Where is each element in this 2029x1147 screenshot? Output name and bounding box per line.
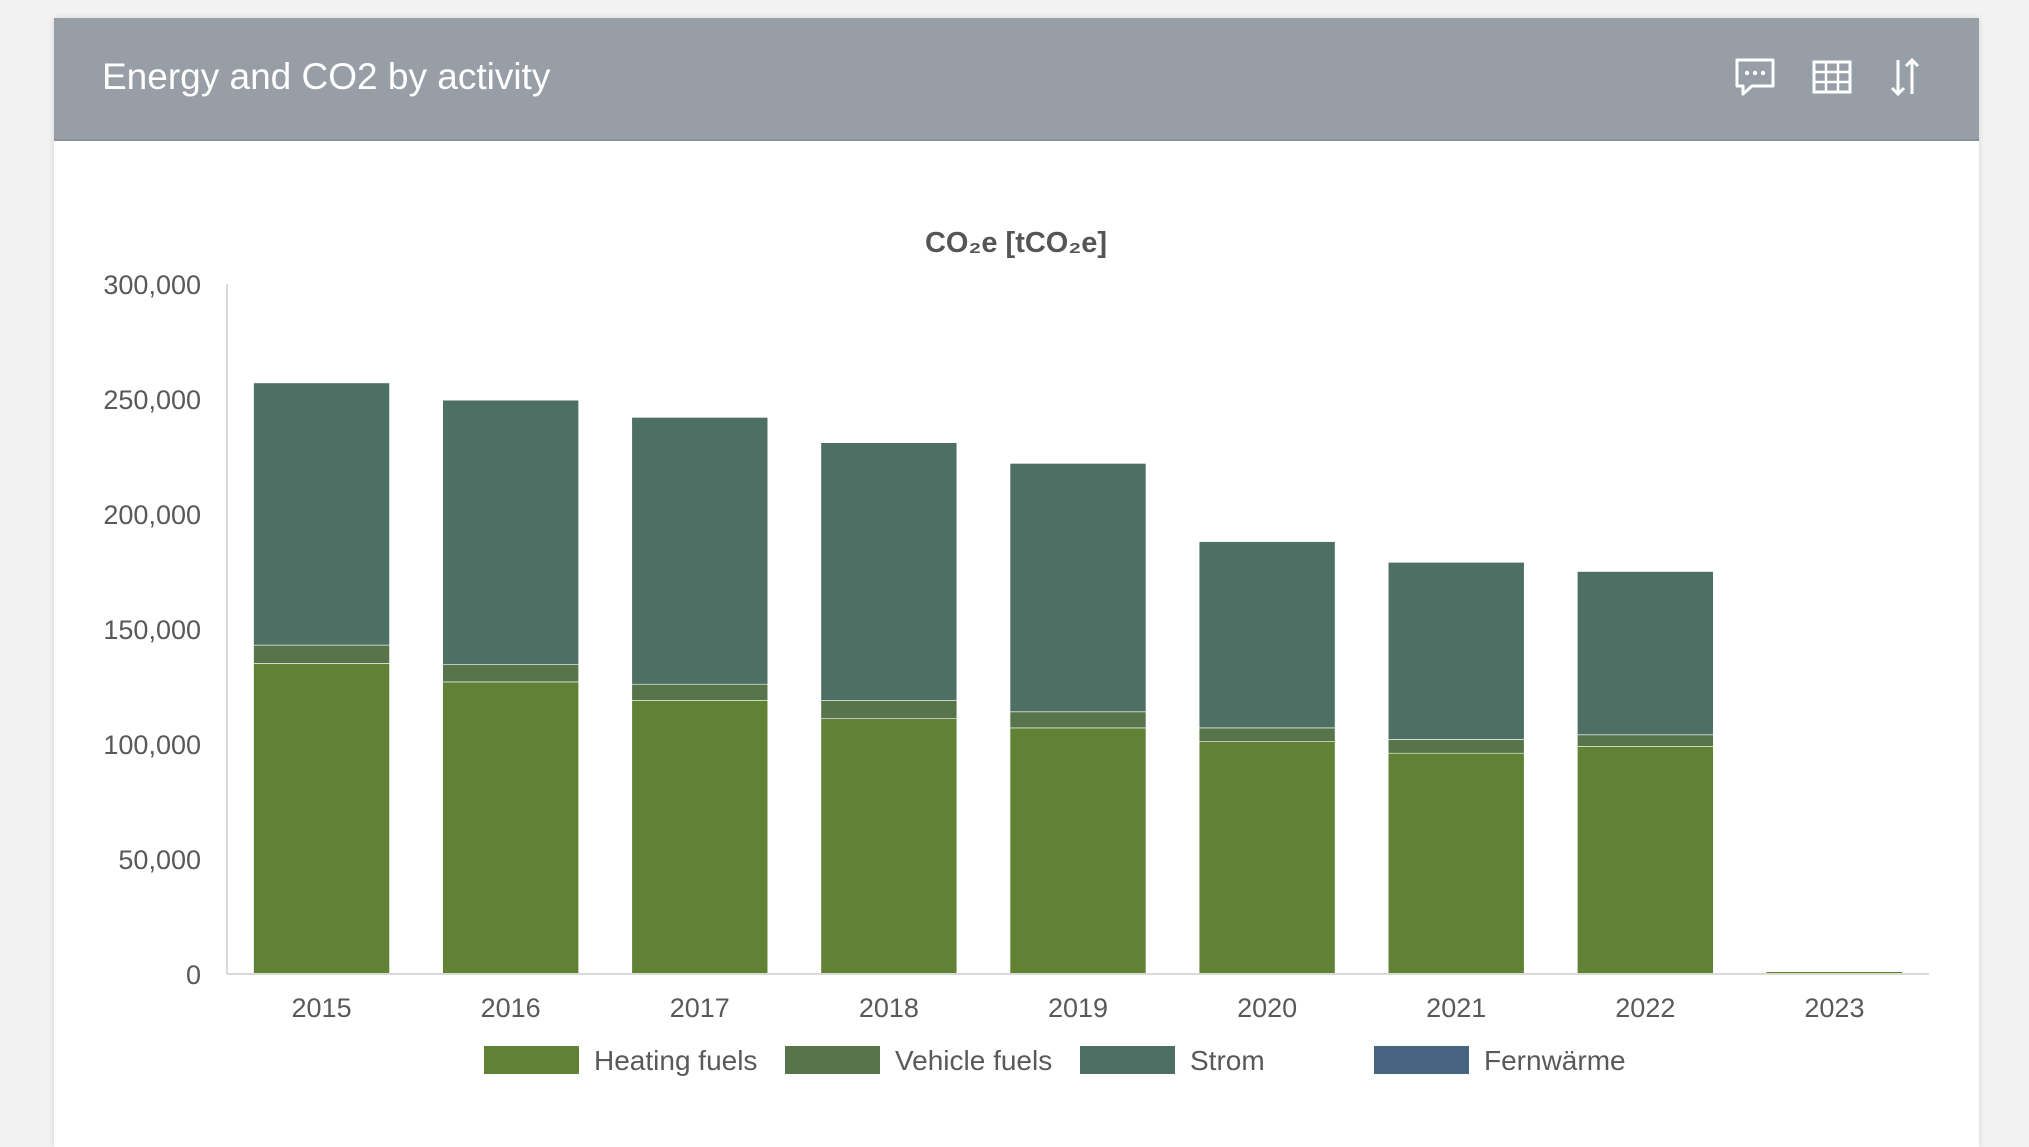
legend-label: Fernwärme xyxy=(1484,1045,1626,1076)
table-icon[interactable] xyxy=(1809,54,1855,100)
bar-2017-series-2[interactable] xyxy=(631,417,769,685)
bar-2022-series-0[interactable] xyxy=(1577,745,1714,975)
bar-2022-series-1[interactable] xyxy=(1577,734,1714,747)
bar-2016-series-2[interactable] xyxy=(442,399,579,665)
bar-2015-series-0[interactable] xyxy=(253,663,390,975)
x-tick-label: 2015 xyxy=(292,993,352,1023)
comment-icon[interactable] xyxy=(1732,54,1778,100)
bar-2021-series-1[interactable] xyxy=(1387,739,1525,754)
x-tick-label: 2016 xyxy=(481,993,541,1023)
bar-2019-series-0[interactable] xyxy=(1009,727,1147,975)
chart-title: CO₂e [tCO₂e] xyxy=(925,227,1107,259)
bar-2019-series-1[interactable] xyxy=(1009,711,1147,729)
x-tick-label: 2020 xyxy=(1237,993,1297,1023)
legend-label: Strom xyxy=(1190,1045,1265,1076)
x-tick-label: 2021 xyxy=(1426,993,1486,1023)
bar-2016-series-0[interactable] xyxy=(442,681,579,975)
legend-item[interactable]: Fernwärme xyxy=(1374,1045,1626,1076)
chart-area: CO₂e [tCO₂e] 0 50,000 100,000 150,000 200,00… xyxy=(54,141,1979,1141)
x-tick-label: 2018 xyxy=(859,993,919,1023)
y-tick-label: 100,000 xyxy=(103,730,201,760)
bar-2022-series-2[interactable] xyxy=(1577,571,1714,736)
bar-2018-series-2[interactable] xyxy=(820,442,958,701)
y-tick-label: 150,000 xyxy=(103,615,201,645)
y-tick-label: 50,000 xyxy=(118,845,201,875)
bar-2019-series-2[interactable] xyxy=(1009,463,1147,713)
x-axis: 2015 2016 2017 2018 2019 2020 2021 2022 2023 xyxy=(227,973,1929,1023)
bar-2017-series-1[interactable] xyxy=(631,683,769,701)
bar-2016-series-1[interactable] xyxy=(442,664,579,683)
legend-swatch xyxy=(1374,1046,1469,1074)
bars-group xyxy=(253,382,1903,975)
bar-2020-series-2[interactable] xyxy=(1198,541,1336,729)
bar-2018-series-0[interactable] xyxy=(820,718,958,975)
legend-swatch xyxy=(785,1046,880,1074)
chart-card: Energy and CO2 by activity xyxy=(54,18,1979,1147)
legend: Heating fuels Vehicle fuels Strom Fernwärme xyxy=(484,1045,1626,1076)
y-tick-label: 0 xyxy=(186,960,201,990)
legend-swatch xyxy=(484,1046,579,1074)
x-tick-label: 2022 xyxy=(1615,993,1675,1023)
legend-item[interactable]: Heating fuels xyxy=(484,1045,757,1076)
bar-2018-series-1[interactable] xyxy=(820,699,958,719)
bar-2020-series-1[interactable] xyxy=(1198,727,1336,743)
y-tick-label: 200,000 xyxy=(103,500,201,530)
bar-2015-series-2[interactable] xyxy=(253,382,390,646)
y-tick-label: 250,000 xyxy=(103,385,201,415)
legend-label: Heating fuels xyxy=(594,1045,757,1076)
bar-2017-series-0[interactable] xyxy=(631,699,769,975)
y-axis: 0 50,000 100,000 150,000 200,000 250,000 300,0… xyxy=(103,270,228,990)
x-tick-label: 2023 xyxy=(1804,993,1864,1023)
legend-item[interactable]: Strom xyxy=(1080,1045,1265,1076)
bar-2021-series-0[interactable] xyxy=(1387,752,1525,975)
y-tick-label: 300,000 xyxy=(103,270,201,300)
sort-icon[interactable] xyxy=(1882,54,1928,100)
stacked-bar-chart: CO₂e [tCO₂e] 0 50,000 100,000 150,000 200,00… xyxy=(103,227,1929,1076)
legend-swatch xyxy=(1080,1046,1175,1074)
x-tick-label: 2017 xyxy=(670,993,730,1023)
bar-2020-series-0[interactable] xyxy=(1198,741,1336,975)
bar-2015-series-1[interactable] xyxy=(253,644,390,664)
card-header: Energy and CO2 by activity xyxy=(54,18,1979,141)
legend-label: Vehicle fuels xyxy=(895,1045,1052,1076)
bar-2021-series-2[interactable] xyxy=(1387,561,1525,740)
legend-item[interactable]: Vehicle fuels xyxy=(785,1045,1052,1076)
x-tick-label: 2019 xyxy=(1048,993,1108,1023)
card-title: Energy and CO2 by activity xyxy=(102,56,551,97)
